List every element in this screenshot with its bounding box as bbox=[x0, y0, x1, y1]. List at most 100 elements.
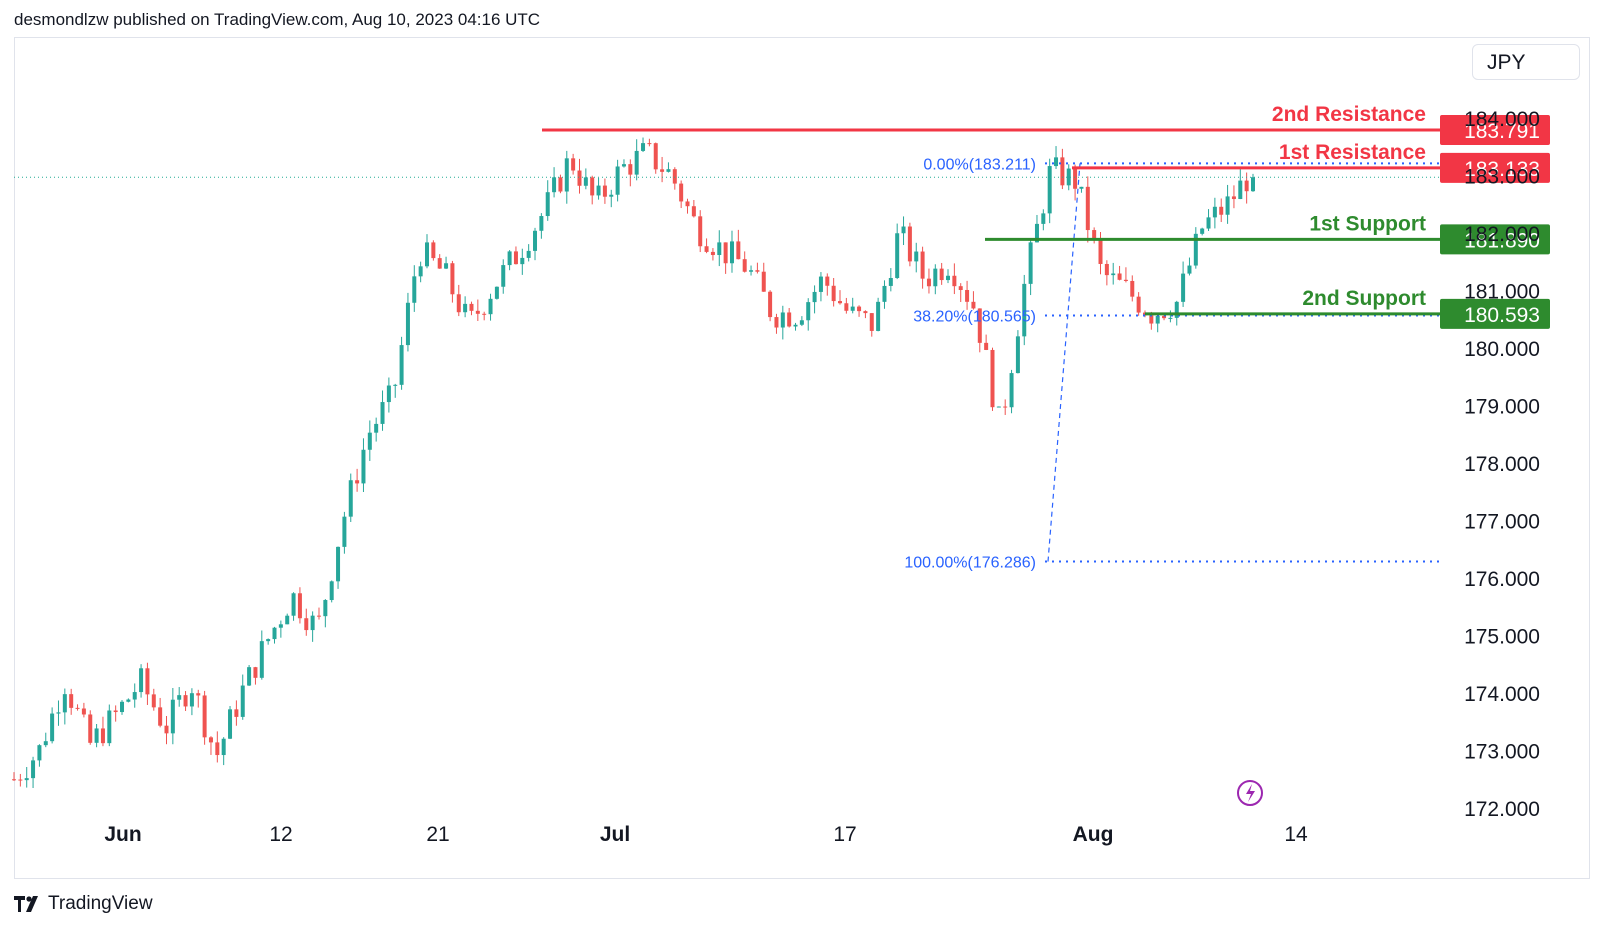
candle bbox=[914, 242, 919, 273]
candle bbox=[151, 688, 156, 711]
candle bbox=[183, 691, 188, 711]
candle bbox=[742, 251, 747, 273]
candle bbox=[869, 313, 874, 337]
candle bbox=[56, 700, 61, 726]
candle bbox=[215, 731, 220, 763]
candle bbox=[259, 630, 264, 680]
candle bbox=[418, 261, 423, 283]
price-tick-label: 181.000 bbox=[1464, 281, 1540, 304]
candle bbox=[946, 269, 951, 284]
candle bbox=[888, 268, 893, 292]
candle bbox=[253, 666, 258, 685]
candle bbox=[189, 688, 194, 716]
candle bbox=[717, 230, 722, 267]
candle bbox=[355, 468, 360, 492]
candle bbox=[37, 744, 42, 767]
currency-label[interactable]: JPY bbox=[1472, 44, 1580, 80]
candle bbox=[552, 167, 557, 198]
candle bbox=[761, 262, 766, 292]
candle bbox=[710, 248, 715, 261]
fib-level-label: 38.20%(180.565) bbox=[913, 309, 1036, 326]
candle bbox=[653, 142, 658, 174]
publish-attribution: desmondlzw published on TradingView.com,… bbox=[14, 10, 541, 29]
candle bbox=[583, 168, 588, 190]
candle bbox=[793, 322, 798, 331]
candle bbox=[431, 240, 436, 261]
price-tick-label: 178.000 bbox=[1464, 453, 1540, 476]
candle bbox=[577, 158, 582, 194]
level-price-text: 183.133 bbox=[1464, 158, 1540, 181]
candle bbox=[450, 260, 455, 303]
candle bbox=[380, 390, 385, 431]
candle bbox=[240, 674, 245, 720]
candle bbox=[278, 620, 283, 638]
candle bbox=[996, 406, 1001, 408]
candle bbox=[1225, 184, 1230, 224]
candle bbox=[831, 277, 836, 307]
candle bbox=[844, 297, 849, 314]
price-axis: 172.000 173.000 174.000 175.000 176.000 177.0… bbox=[1464, 108, 1540, 821]
level-price-badge: 183.133 bbox=[1440, 152, 1550, 183]
lightning-icon bbox=[1237, 780, 1263, 806]
candle bbox=[507, 250, 512, 271]
candle bbox=[863, 310, 868, 319]
candle bbox=[634, 139, 639, 181]
candle bbox=[31, 756, 36, 789]
time-tick-label: 21 bbox=[426, 823, 449, 846]
candle bbox=[342, 511, 347, 554]
candle bbox=[1009, 369, 1014, 414]
footer-brand[interactable]: TradingView bbox=[14, 893, 153, 915]
price-tick-label: 175.000 bbox=[1464, 626, 1540, 649]
candle bbox=[628, 159, 633, 187]
candle bbox=[234, 700, 239, 726]
candle bbox=[310, 611, 315, 642]
candle bbox=[533, 227, 538, 261]
candle bbox=[456, 284, 461, 317]
candle bbox=[780, 305, 785, 340]
candle bbox=[660, 156, 665, 183]
price-tick-label: 179.000 bbox=[1464, 396, 1540, 419]
candle bbox=[1181, 261, 1186, 307]
candle bbox=[1085, 176, 1090, 243]
candle bbox=[755, 262, 760, 274]
chart-frame bbox=[14, 37, 1590, 879]
candle bbox=[386, 377, 391, 413]
candle bbox=[1111, 262, 1116, 285]
candle bbox=[158, 697, 163, 728]
candle bbox=[196, 689, 201, 708]
candle bbox=[965, 280, 970, 310]
candle bbox=[405, 292, 410, 352]
candle bbox=[723, 242, 728, 274]
level-price-text: 183.791 bbox=[1464, 120, 1540, 143]
candle bbox=[69, 688, 74, 715]
fib-level-label: 100.00%(176.286) bbox=[904, 555, 1036, 572]
candle bbox=[1066, 164, 1071, 191]
candle bbox=[336, 546, 341, 589]
candle bbox=[838, 290, 842, 305]
time-axis: Jun 12 21 Jul 17 Aug 14 bbox=[104, 823, 1308, 846]
candle bbox=[285, 613, 290, 625]
candle bbox=[107, 704, 112, 747]
candle bbox=[939, 262, 944, 285]
candle bbox=[393, 383, 398, 398]
candle bbox=[1041, 209, 1046, 231]
candle bbox=[679, 180, 684, 209]
candle bbox=[247, 665, 252, 687]
candle bbox=[177, 687, 182, 707]
candle bbox=[469, 301, 474, 316]
candle bbox=[977, 308, 982, 353]
level-label: 1st Support bbox=[1309, 212, 1426, 235]
candle bbox=[621, 159, 626, 168]
candle bbox=[272, 626, 277, 644]
time-tick-label: Jul bbox=[600, 823, 630, 846]
candle bbox=[1193, 227, 1198, 269]
candle bbox=[590, 175, 595, 205]
level-label: 1st Resistance bbox=[1279, 141, 1426, 164]
candle bbox=[463, 296, 468, 318]
candle bbox=[882, 280, 887, 309]
candle bbox=[768, 290, 773, 322]
candle bbox=[1206, 209, 1211, 232]
candle bbox=[1155, 314, 1160, 333]
candle bbox=[907, 222, 912, 267]
